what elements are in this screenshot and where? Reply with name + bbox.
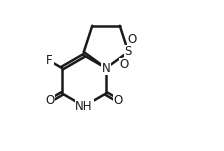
Text: O: O [128, 32, 137, 45]
Text: S: S [125, 45, 132, 58]
Text: N: N [102, 62, 110, 75]
Text: O: O [114, 94, 123, 107]
Text: NH: NH [75, 100, 93, 113]
Text: O: O [45, 94, 54, 107]
Text: O: O [119, 58, 129, 71]
Text: F: F [46, 54, 53, 67]
